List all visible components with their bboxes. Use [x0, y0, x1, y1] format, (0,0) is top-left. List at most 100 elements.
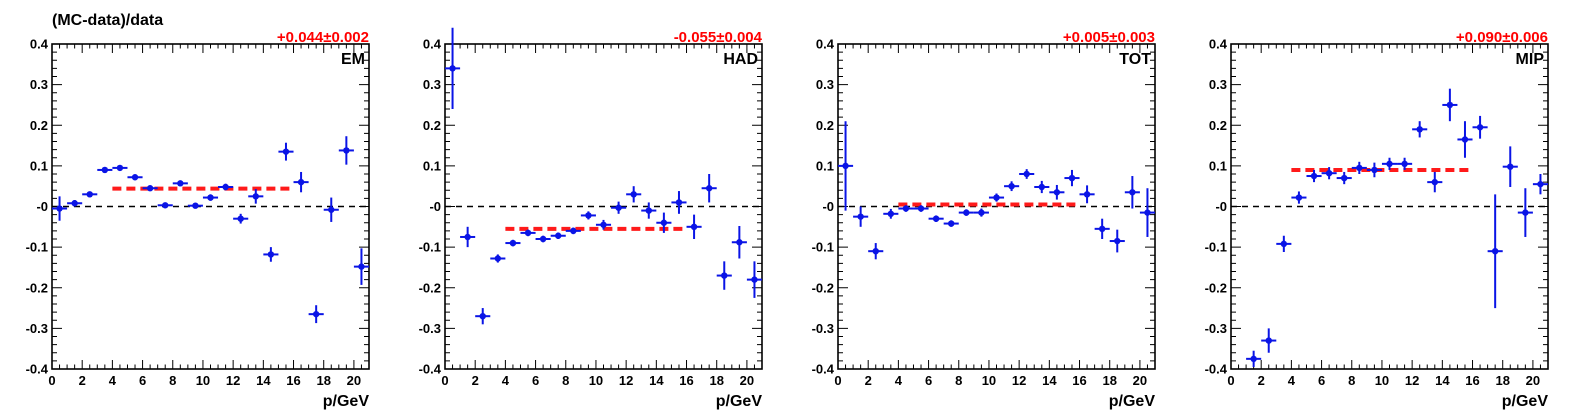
- data-point: [565, 227, 581, 235]
- point-marker: [479, 312, 486, 320]
- x-tick-label: 16: [1465, 373, 1479, 388]
- y-tick-label: -0: [429, 199, 441, 214]
- data-point: [671, 191, 687, 214]
- point-marker: [751, 276, 758, 283]
- point-marker: [902, 205, 910, 212]
- point-marker: [1461, 136, 1469, 143]
- point-marker: [555, 232, 562, 239]
- y-tick-label: 0.3: [423, 77, 441, 92]
- data-point: [460, 226, 476, 248]
- data-point: [278, 142, 294, 161]
- y-tick-label: -0.4: [419, 362, 442, 377]
- x-tick-label: 2: [1258, 373, 1265, 388]
- data-point: [248, 189, 264, 204]
- x-tick-label: 16: [679, 373, 693, 388]
- x-tick-label: 2: [865, 373, 872, 388]
- data-point: [973, 208, 989, 217]
- x-tick-label: 20: [347, 373, 361, 388]
- point-marker: [1356, 164, 1363, 172]
- data-point: [1276, 235, 1292, 252]
- data-point: [308, 305, 324, 324]
- point-marker: [207, 194, 214, 201]
- point-marker: [842, 162, 849, 170]
- point-marker: [449, 65, 456, 72]
- x-tick-label: 6: [925, 373, 932, 388]
- data-point: [490, 254, 506, 263]
- point-marker: [192, 202, 199, 209]
- point-marker: [872, 247, 879, 255]
- x-tick-label: 18: [1495, 373, 1509, 388]
- point-marker: [1522, 209, 1529, 216]
- y-tick-label: -0: [1215, 199, 1227, 214]
- point-marker: [690, 223, 698, 231]
- data-point: [701, 174, 717, 203]
- data-point: [67, 200, 83, 207]
- x-tick-label: 16: [286, 373, 300, 388]
- fit-result-label: +0.005±0.003: [1063, 29, 1155, 46]
- data-point: [853, 206, 869, 227]
- data-point: [535, 235, 551, 243]
- data-point: [1487, 194, 1503, 309]
- y-tick-label: -0: [822, 199, 834, 214]
- point-marker: [1476, 124, 1484, 131]
- point-marker: [146, 185, 154, 192]
- x-tick-label: 14: [256, 373, 271, 388]
- point-marker: [252, 193, 259, 200]
- x-tick-label: 8: [169, 373, 176, 388]
- data-point: [1532, 174, 1548, 195]
- y-axis-title: (MC-data)/data: [52, 12, 163, 29]
- fit-result-label: +0.044±0.002: [277, 29, 369, 46]
- point-marker: [1144, 209, 1151, 216]
- panel-label: MIP: [1516, 51, 1545, 68]
- point-marker: [705, 185, 713, 192]
- point-marker: [1280, 240, 1288, 248]
- x-tick-label: 12: [1405, 373, 1419, 388]
- fit-result-label: +0.090±0.006: [1456, 29, 1548, 46]
- point-marker: [131, 174, 139, 181]
- point-marker: [494, 255, 502, 262]
- data-point: [883, 208, 899, 219]
- data-point: [988, 193, 1005, 202]
- point-marker: [1507, 163, 1514, 170]
- point-marker: [645, 207, 652, 214]
- data-point: [353, 248, 369, 285]
- x-tick-label: 4: [895, 373, 903, 388]
- data-point: [112, 164, 128, 172]
- point-marker: [71, 200, 78, 207]
- point-marker: [857, 213, 864, 220]
- y-tick-label: 0.4: [30, 37, 49, 52]
- point-marker: [721, 272, 728, 279]
- data-point: [1261, 328, 1277, 353]
- data-point: [1321, 167, 1337, 180]
- point-marker: [56, 205, 63, 212]
- y-tick-label: 0.4: [1209, 37, 1228, 52]
- y-tick-label: 0.2: [816, 118, 834, 133]
- data-point: [1517, 188, 1533, 237]
- y-tick-label: 0.2: [1209, 118, 1227, 133]
- point-marker: [1371, 166, 1378, 174]
- x-tick-label: 14: [1435, 373, 1450, 388]
- point-marker: [1446, 101, 1454, 109]
- data-point: [898, 205, 914, 212]
- point-marker: [1129, 189, 1136, 196]
- x-tick-label: 20: [740, 373, 754, 388]
- data-point: [611, 201, 627, 214]
- x-axis-title: p/GeV: [1109, 393, 1156, 410]
- y-tick-label: -0.1: [1205, 240, 1227, 255]
- point-marker: [585, 212, 592, 219]
- y-tick-label: 0.1: [30, 158, 48, 173]
- point-marker: [343, 147, 350, 154]
- data-point: [1397, 157, 1413, 170]
- point-marker: [1416, 126, 1423, 133]
- data-point: [550, 232, 566, 239]
- x-tick-label: 12: [226, 373, 240, 388]
- x-tick-label: 8: [562, 373, 569, 388]
- y-tick-label: -0.3: [419, 321, 441, 336]
- point-marker: [1083, 191, 1091, 198]
- data-point: [731, 226, 747, 259]
- point-marker: [660, 219, 668, 226]
- data-point: [595, 219, 612, 230]
- y-tick-label: -0.1: [812, 240, 834, 255]
- data-point: [233, 213, 249, 224]
